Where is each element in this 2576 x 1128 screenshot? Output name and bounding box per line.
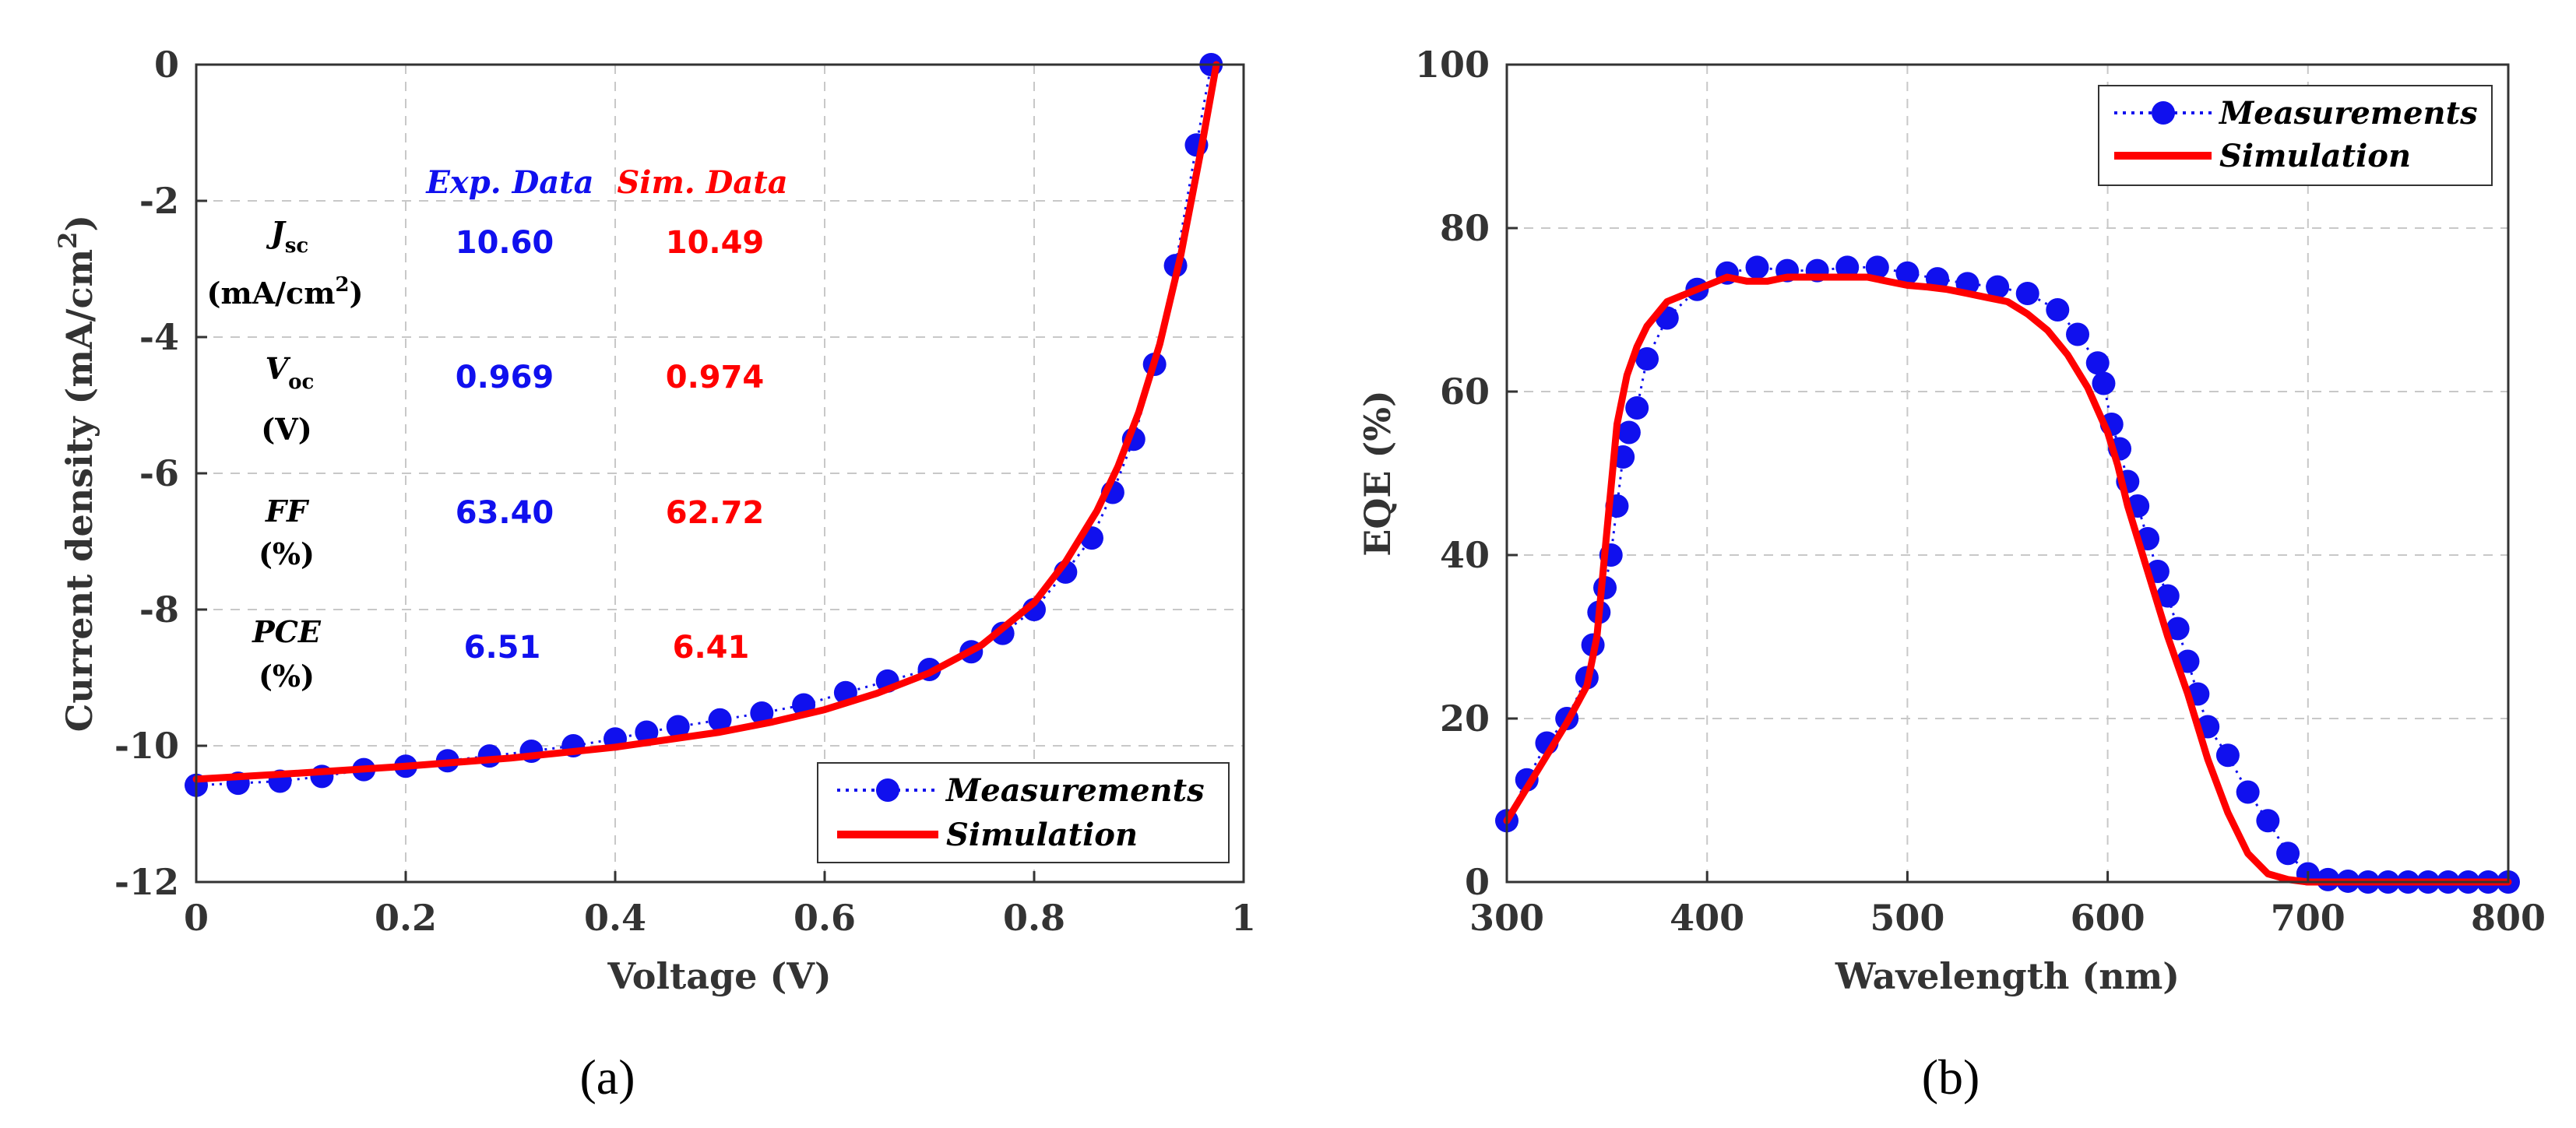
chart-a-ytick-label: -10 [114, 725, 179, 767]
chart-b-measurement-point [1635, 347, 1659, 371]
chart-b-xlabel: Wavelength (nm) [1835, 955, 2180, 997]
chart-a-legend: Measurements Simulation [817, 762, 1230, 863]
chart-b-xtick-label: 600 [2071, 897, 2145, 939]
legend-a-sim-label: Simulation [946, 817, 1138, 853]
legend-a-meas-marker [876, 778, 899, 802]
chart-b-measurement-point [2276, 842, 2300, 866]
chart-a-table: Exp. Data Sim. Data Jsc (mA/cm2) 10.60 1… [207, 164, 788, 694]
chart-a-xtick-label: 0 [184, 897, 209, 939]
chart-a-measurement-point [708, 708, 732, 732]
legend-b-meas-marker [2152, 101, 2175, 125]
chart-b-measurement-point [2236, 780, 2260, 804]
chart-b-measurement-point [2166, 617, 2190, 641]
chart-a-ytick-label: -4 [139, 316, 179, 358]
row-label-ff: FF [265, 494, 310, 529]
chart-a-ytick-label: -8 [139, 589, 179, 631]
chart-b-ytick-label: 60 [1440, 371, 1490, 413]
chart-a-measurement-point [635, 720, 659, 744]
value-exp-voc: 0.969 [456, 360, 554, 395]
chart-b-measurement-point [2046, 298, 2070, 322]
legend-a-meas-label: Measurements [945, 772, 1205, 809]
value-sim-pce: 6.41 [673, 630, 750, 666]
chart-a-series [185, 53, 1223, 797]
chart-a-ytick-label: -6 [139, 452, 179, 494]
chart-b-measurement-point [2256, 809, 2280, 833]
chart-b-xtick-label: 500 [1870, 897, 1944, 939]
chart-b-grid [1507, 65, 2508, 882]
legend-b-sim-label: Simulation [2219, 138, 2411, 174]
row-unit-pce: (%) [259, 659, 315, 694]
value-exp-ff: 63.40 [456, 495, 554, 531]
chart-b-xtick-label: 800 [2471, 897, 2546, 939]
chart-b-ylabel: EQE (%) [1357, 390, 1399, 556]
chart-a-xtick-label: 0.4 [584, 897, 646, 939]
chart-b-plot-frame [1505, 63, 2510, 884]
row-unit-jsc: (mA/cm2) [207, 273, 364, 311]
chart-b-ytick-label: 80 [1440, 207, 1490, 249]
chart-b-measurement-point [1835, 255, 1860, 279]
chart-b-xtick-label: 700 [2271, 897, 2345, 939]
row-label-pce: PCE [252, 614, 322, 649]
chart-a-simulation-line [192, 61, 1220, 783]
chart-a-xtick-label: 0.8 [1003, 897, 1065, 939]
chart-a-xtick-label: 0.6 [794, 897, 856, 939]
chart-b-measurement-point [1865, 255, 1889, 279]
chart-a-ylabel: Current density (mA/cm2) [53, 215, 100, 732]
table-header-sim: Sim. Data [617, 164, 787, 201]
chart-a: 0 0.2 0.4 0.6 0.8 1 0 -2 -4 -6 -8 -10 -12 Current de… [53, 44, 1256, 1105]
chart-b-measurement-point [1745, 255, 1769, 279]
value-exp-jsc: 10.60 [456, 225, 554, 261]
panel-label-a: (a) [579, 1049, 635, 1105]
row-unit-voc: (V) [261, 412, 311, 447]
chart-b-measurement-point [1986, 275, 2010, 299]
chart-a-measurement-point [750, 701, 774, 725]
panel-label-b: (b) [1922, 1049, 1980, 1105]
chart-b-measurement-point [2066, 322, 2090, 346]
row-label-voc: Voc [266, 351, 315, 394]
chart-a-ytick-label: -12 [114, 861, 179, 903]
value-sim-ff: 62.72 [666, 495, 765, 531]
chart-a-ytick-label: 0 [154, 44, 179, 86]
chart-a-measurement-point [666, 715, 690, 739]
chart-b-ticks: 300 400 500 600 700 800 0 20 40 60 80 100 [1415, 44, 2546, 939]
chart-b-measurement-point [2085, 351, 2110, 375]
chart-b-measurement-point [1617, 420, 1641, 445]
value-exp-pce: 6.51 [464, 630, 541, 666]
chart-b-measurement-point [2015, 282, 2039, 305]
chart-a-xtick-label: 1 [1231, 897, 1256, 939]
chart-b-ytick-label: 20 [1440, 698, 1490, 740]
value-sim-jsc: 10.49 [666, 225, 765, 261]
chart-b-measurement-point [2092, 371, 2116, 395]
chart-b-legend: Measurements Simulation [2098, 85, 2493, 186]
chart-a-xtick-label: 0.2 [375, 897, 437, 939]
chart-b-measurement-point [2215, 743, 2240, 768]
chart-a-ytick-label: -2 [139, 180, 179, 222]
legend-b-meas-label: Measurements [2218, 95, 2478, 132]
value-sim-voc: 0.974 [666, 360, 765, 395]
chart-b-measurement-point [1895, 261, 1920, 285]
chart-b-measurement-point [1625, 396, 1649, 420]
chart-b-measurement-point [2155, 584, 2180, 608]
chart-b-xtick-label: 400 [1670, 897, 1744, 939]
chart-b-ytick-label: 0 [1465, 861, 1490, 903]
chart-b-xtick-label: 300 [1469, 897, 1544, 939]
chart-b-series [1495, 255, 2520, 894]
chart-b: 300 400 500 600 700 800 0 20 40 60 80 100 EQE (%) W… [1357, 44, 2546, 1105]
row-label-jsc: Jsc [266, 215, 308, 258]
chart-b-ytick-label: 100 [1415, 44, 1490, 86]
chart-a-xlabel: Voltage (V) [607, 955, 831, 997]
chart-b-simulation-line [1503, 273, 2512, 886]
chart-b-ytick-label: 40 [1440, 534, 1490, 576]
chart-a-ticks: 0 0.2 0.4 0.6 0.8 1 0 -2 -4 -6 -8 -10 -12 [114, 44, 1256, 939]
row-unit-ff: (%) [259, 536, 315, 571]
chart-a-grid [196, 65, 1244, 882]
table-header-exp: Exp. Data [425, 164, 593, 201]
